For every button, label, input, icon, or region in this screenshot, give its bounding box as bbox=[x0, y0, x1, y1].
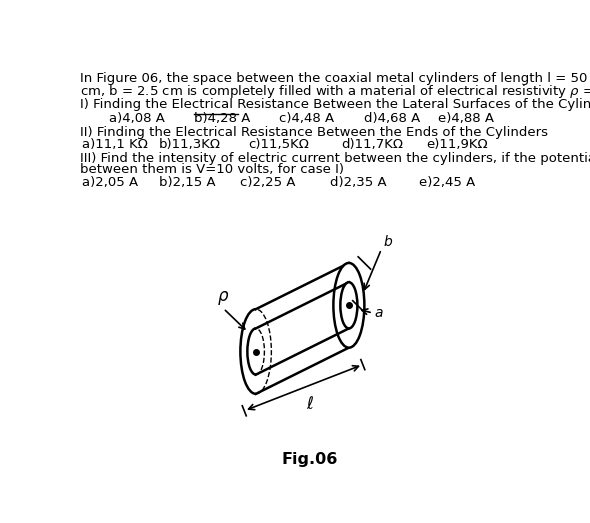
Ellipse shape bbox=[340, 282, 358, 328]
Polygon shape bbox=[256, 263, 349, 394]
Text: d)11,7KΩ: d)11,7KΩ bbox=[341, 138, 403, 151]
Text: d)2,35 A: d)2,35 A bbox=[329, 176, 386, 189]
Text: cm, b = 2.5 cm is completely filled with a material of electrical resistivity $\: cm, b = 2.5 cm is completely filled with… bbox=[80, 83, 590, 100]
Text: cm, b = 2.5 cm is completely filled with a material of electrical resistivity: cm, b = 2.5 cm is completely filled with… bbox=[0, 522, 1, 523]
Text: e)11,9KΩ: e)11,9KΩ bbox=[427, 138, 488, 151]
Text: $\rho$: $\rho$ bbox=[217, 289, 230, 307]
Text: b: b bbox=[384, 235, 392, 249]
Text: d)4,68 A: d)4,68 A bbox=[365, 112, 421, 125]
Text: I) Finding the Electrical Resistance Between the Lateral Surfaces of the Cylinde: I) Finding the Electrical Resistance Bet… bbox=[80, 98, 590, 111]
Text: In Figure 06, the space between the coaxial metal cylinders of length l = 50 cm : In Figure 06, the space between the coax… bbox=[80, 72, 590, 85]
Text: c)2,25 A: c)2,25 A bbox=[240, 176, 296, 189]
Text: a)11,1 KΩ: a)11,1 KΩ bbox=[81, 138, 148, 151]
Text: b)4,28 A: b)4,28 A bbox=[194, 112, 250, 125]
Text: b)2,15 A: b)2,15 A bbox=[159, 176, 215, 189]
Text: b)11,3KΩ: b)11,3KΩ bbox=[159, 138, 221, 151]
Text: a: a bbox=[375, 306, 383, 320]
Text: III) Find the intensity of electric current between the cylinders, if the potent: III) Find the intensity of electric curr… bbox=[80, 152, 590, 165]
Ellipse shape bbox=[333, 263, 365, 348]
Text: between them is V=10 volts, for case I): between them is V=10 volts, for case I) bbox=[80, 163, 344, 176]
Text: c)4,48 A: c)4,48 A bbox=[279, 112, 335, 125]
Text: Fig.06: Fig.06 bbox=[282, 451, 338, 467]
Text: II) Finding the Electrical Resistance Between the Ends of the Cylinders: II) Finding the Electrical Resistance Be… bbox=[80, 126, 548, 139]
Text: e)4,88 A: e)4,88 A bbox=[438, 112, 494, 125]
Text: e)2,45 A: e)2,45 A bbox=[419, 176, 475, 189]
Text: c)11,5KΩ: c)11,5KΩ bbox=[248, 138, 309, 151]
Text: a)4,08 A: a)4,08 A bbox=[109, 112, 165, 125]
Text: a)2,05 A: a)2,05 A bbox=[81, 176, 137, 189]
Text: $\ell$: $\ell$ bbox=[306, 395, 314, 413]
